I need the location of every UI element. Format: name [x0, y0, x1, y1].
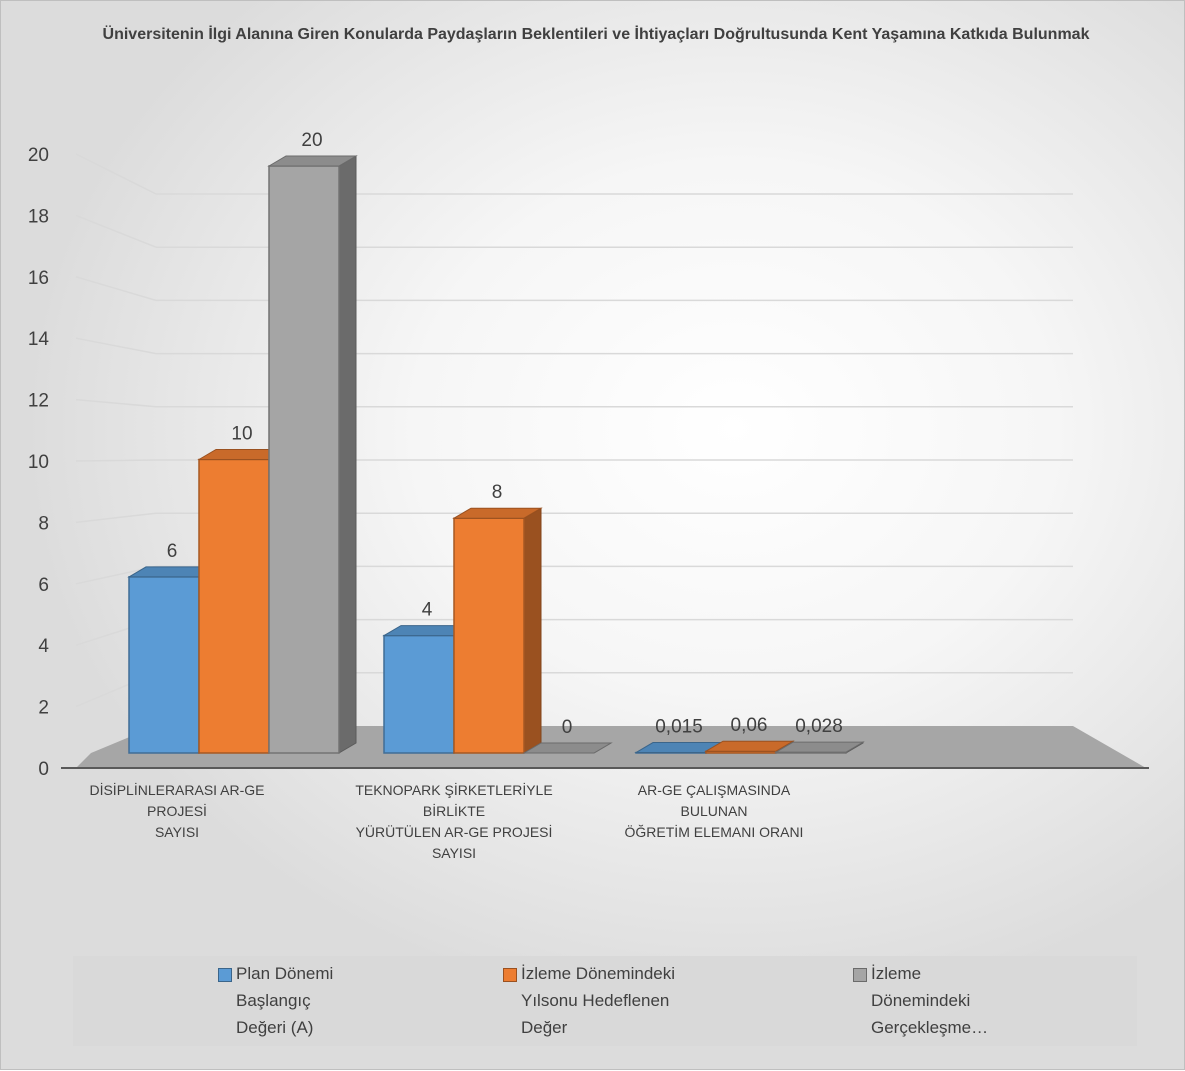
legend-item-hedef: İzleme Dönemindeki Yılsonu Hedeflenen De…	[503, 960, 675, 1041]
data-label: 0,015	[655, 717, 703, 738]
bar	[129, 577, 199, 753]
legend-label-plan: Plan Dönemi Başlangıç Değeri (A)	[236, 960, 333, 1041]
y-tick-label: 14	[28, 329, 50, 350]
data-label: 20	[301, 130, 322, 151]
legend-swatch-plan	[218, 968, 232, 982]
y-tick-label: 12	[28, 391, 49, 412]
bar-side	[339, 156, 356, 753]
bar	[269, 166, 339, 753]
bar-side	[524, 508, 541, 753]
y-tick-label: 18	[28, 206, 49, 227]
gridline-side	[76, 338, 156, 353]
gridline-side	[76, 215, 156, 247]
legend-swatch-gerceklesme	[853, 968, 867, 982]
y-tick-label: 20	[28, 145, 49, 166]
y-tick-label: 2	[38, 698, 49, 719]
legend-swatch-hedef	[503, 968, 517, 982]
legend-label-hedef: İzleme Dönemindeki Yılsonu Hedeflenen De…	[521, 960, 675, 1041]
gridline-side	[76, 513, 156, 522]
data-label: 10	[231, 424, 252, 445]
legend-label-gerceklesme: İzleme Dönemindeki Gerçekleşme…	[871, 960, 988, 1041]
gridline-side	[76, 277, 156, 301]
y-tick-label: 8	[38, 513, 49, 534]
gridline-side	[76, 460, 156, 461]
legend: Plan Dönemi Başlangıç Değeri (A) İzleme …	[73, 956, 1137, 1046]
legend-item-plan: Plan Dönemi Başlangıç Değeri (A)	[218, 960, 333, 1041]
data-label: 6	[167, 541, 178, 562]
y-tick-label: 10	[28, 452, 49, 473]
y-tick-label: 0	[38, 759, 49, 780]
bar	[384, 636, 454, 753]
y-tick-label: 16	[28, 268, 49, 289]
data-label: 8	[492, 482, 503, 503]
data-label: 0,06	[731, 715, 768, 736]
gridline-side	[76, 154, 156, 194]
data-label: 0	[562, 717, 573, 738]
y-tick-label: 4	[38, 636, 49, 657]
legend-item-gerceklesme: İzleme Dönemindeki Gerçekleşme…	[853, 960, 988, 1041]
data-label: 4	[422, 600, 433, 621]
gridline-side	[76, 400, 156, 407]
data-label: 0,028	[795, 716, 843, 737]
bar	[199, 460, 269, 754]
y-tick-label: 6	[38, 575, 49, 596]
bar	[454, 518, 524, 753]
